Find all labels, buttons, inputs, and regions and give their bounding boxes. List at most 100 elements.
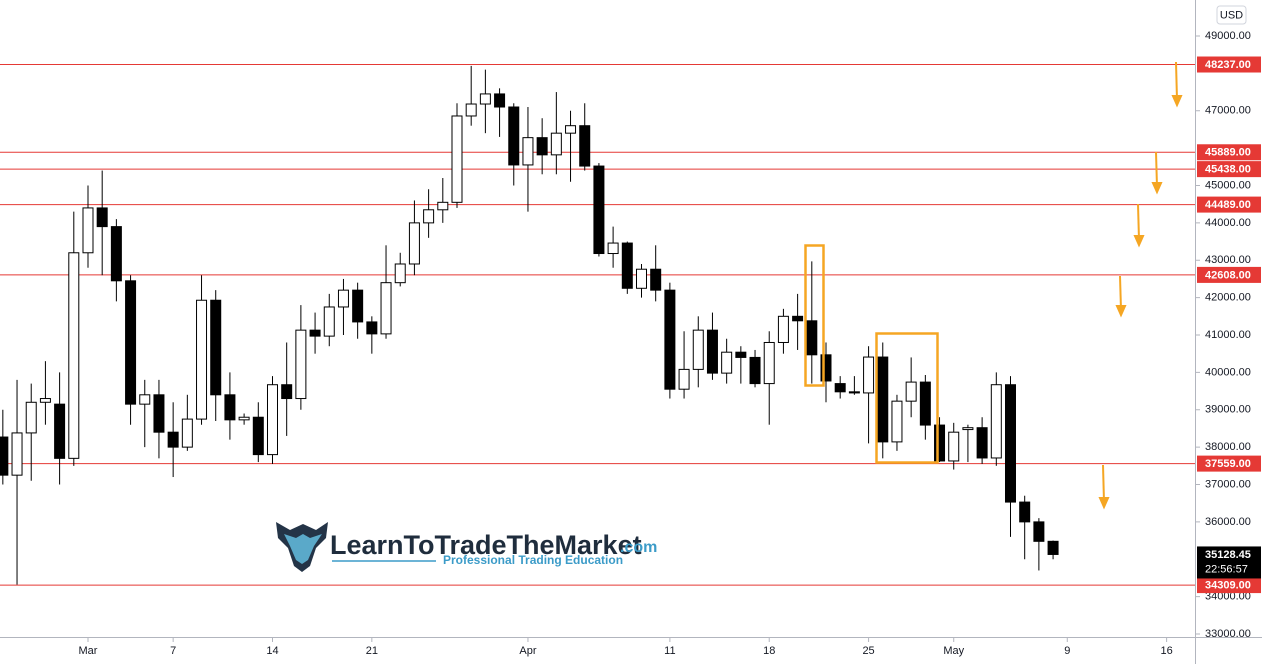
y-tick-label: 49000.00 — [1205, 30, 1251, 42]
candle-body — [82, 207, 94, 254]
logo: LearnToTradeTheMarket .com Professional … — [276, 522, 657, 572]
candle-body — [508, 106, 520, 166]
candle-body — [820, 354, 832, 382]
unit-box[interactable] — [1216, 5, 1247, 25]
candle-body — [266, 384, 278, 456]
candle-body — [25, 401, 37, 434]
candle-body — [635, 268, 647, 289]
candle-body — [380, 282, 392, 335]
candle-body — [252, 416, 264, 456]
candle-body — [522, 137, 534, 166]
level-label: 42608.00 — [1205, 269, 1251, 281]
x-tick-label: Mar — [79, 645, 98, 657]
candle-body — [238, 416, 250, 421]
candle-body — [735, 351, 747, 358]
candle-body — [962, 427, 974, 431]
level-label: 48237.00 — [1205, 59, 1251, 71]
level-label: 34309.00 — [1205, 579, 1251, 591]
candle-body — [323, 306, 335, 337]
candle-body — [536, 137, 548, 156]
x-tick-label: 9 — [1064, 645, 1070, 657]
candle-body — [1004, 384, 1016, 503]
candle-body — [337, 289, 349, 308]
candle-body — [706, 329, 718, 374]
candle-body — [0, 436, 9, 476]
highlight-box — [804, 244, 825, 387]
candle-body — [1047, 540, 1059, 555]
level-tag — [1197, 196, 1261, 213]
level-label: 45889.00 — [1205, 147, 1251, 159]
candle-body — [139, 394, 151, 405]
x-tick-label: Apr — [519, 645, 536, 657]
candle-body — [181, 418, 193, 448]
logo-suffix: .com — [620, 539, 657, 556]
x-tick-label: 25 — [862, 645, 874, 657]
y-tick-label: 39000.00 — [1205, 404, 1251, 416]
candle-body — [366, 321, 378, 335]
candle-body — [295, 329, 307, 400]
candle-body — [54, 403, 66, 459]
candle-body — [877, 356, 889, 443]
candle-body — [834, 383, 846, 393]
candle-body — [451, 115, 463, 203]
logo-tagline: Professional Trading Education — [443, 553, 623, 567]
candle-body — [196, 299, 208, 420]
candle-body — [990, 384, 1002, 459]
level-tag — [1197, 577, 1261, 594]
candle-body — [11, 432, 23, 476]
candle-body — [848, 391, 860, 394]
level-label: 37559.00 — [1205, 458, 1251, 470]
candle-body — [96, 207, 108, 228]
candle-body — [125, 280, 137, 405]
y-tick-label: 41000.00 — [1205, 329, 1251, 341]
candle-body — [494, 93, 506, 108]
candle-body — [934, 424, 946, 462]
candle-body — [550, 132, 562, 156]
candle-body — [792, 315, 804, 322]
level-label: 45438.00 — [1205, 164, 1251, 176]
y-tick-label: 44000.00 — [1205, 217, 1251, 229]
candle-body — [423, 209, 435, 224]
last-price-label: 35128.45 — [1205, 549, 1251, 561]
level-tag — [1197, 161, 1261, 178]
candle-body — [479, 93, 491, 105]
level-tag — [1197, 56, 1261, 73]
candle-body — [39, 398, 51, 403]
candle-body — [891, 400, 903, 443]
candle-body — [919, 381, 931, 426]
candle-body — [167, 431, 179, 448]
candle-body — [664, 289, 676, 390]
y-tick-label: 36000.00 — [1205, 516, 1251, 528]
last-price-tag — [1197, 546, 1261, 579]
x-tick-label: 14 — [266, 645, 278, 657]
plot-area — [0, 64, 1195, 586]
logo-name: LearnToTradeTheMarket — [330, 530, 642, 560]
candle-body — [976, 427, 988, 459]
countdown: 22:56:57 — [1205, 563, 1248, 575]
x-tick-label: 21 — [366, 645, 378, 657]
candle-body — [281, 384, 293, 400]
candle-body — [210, 299, 222, 396]
candle-body — [650, 268, 662, 291]
candle-body — [153, 394, 165, 433]
arrows — [1098, 61, 1183, 510]
candle-body — [1033, 521, 1045, 542]
candle-body — [394, 263, 406, 284]
y-tick-label: 47000.00 — [1205, 105, 1251, 117]
level-label: 44489.00 — [1205, 199, 1251, 211]
candle-body — [352, 289, 364, 323]
y-tick-label: 43000.00 — [1205, 254, 1251, 266]
x-tick-label: May — [943, 645, 964, 657]
candle-body — [565, 125, 577, 134]
x-tick-label: 16 — [1160, 645, 1172, 657]
y-tick-label: 40000.00 — [1205, 366, 1251, 378]
candle-body — [437, 201, 449, 211]
candle-body — [465, 103, 477, 117]
y-tick-label: 33000.00 — [1205, 628, 1251, 640]
candle-body — [905, 381, 917, 402]
x-tick-label: 11 — [664, 645, 675, 657]
candle-body — [1019, 501, 1031, 523]
level-tag — [1197, 144, 1261, 161]
